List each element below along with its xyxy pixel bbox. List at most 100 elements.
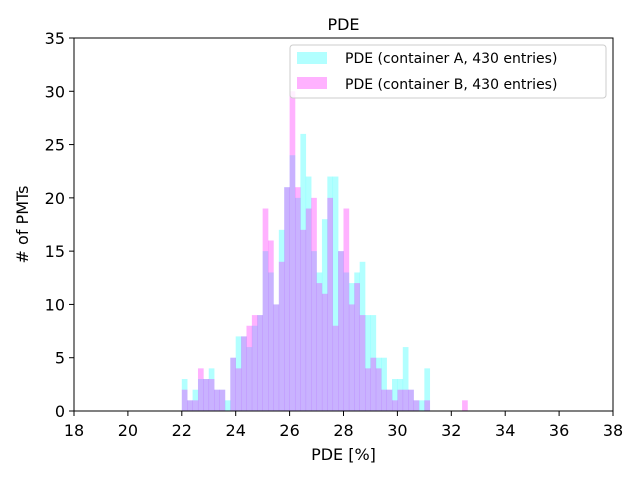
histogram-bar-container-b — [192, 400, 199, 411]
histogram-bar-container-b — [289, 91, 296, 411]
histogram-bar-container-b — [268, 240, 274, 411]
histogram-bar-container-b — [332, 325, 339, 411]
histogram-bar-container-b — [381, 389, 387, 411]
histogram-bar-container-b — [392, 400, 398, 411]
histogram-bar-container-a — [386, 389, 393, 411]
histogram-bar-container-b — [311, 197, 317, 411]
x-tick-label: 20 — [118, 421, 138, 440]
histogram-bar-container-a — [241, 336, 247, 411]
histogram-bar-container-b — [413, 400, 420, 411]
x-tick-label: 24 — [226, 421, 246, 440]
y-tick-label: 0 — [55, 402, 65, 421]
histogram-bar-container-b — [316, 283, 323, 411]
x-tick-label: 26 — [279, 421, 299, 440]
x-axis-label: PDE [%] — [311, 445, 376, 464]
histogram-bar-container-a — [278, 229, 285, 411]
histogram-bar-container-b — [321, 293, 328, 411]
legend-label-container-a: PDE (container A, 430 entries) — [345, 51, 557, 67]
legend-swatch-container-b — [297, 77, 327, 89]
histogram-bar-container-b — [197, 368, 204, 411]
histogram-bar-container-a — [305, 176, 312, 411]
chart-title: PDE — [327, 15, 359, 34]
histogram-bar-container-b — [203, 379, 210, 411]
histogram-bar-container-a — [294, 197, 301, 411]
legend: PDE (container A, 430 entries) PDE (cont… — [289, 44, 607, 99]
y-tick-label: 10 — [45, 295, 65, 314]
histogram-bar-container-a — [418, 400, 425, 411]
histogram-bar-container-b — [343, 208, 350, 411]
histogram-bar-container-b — [284, 187, 290, 411]
x-tick-label: 34 — [495, 421, 515, 440]
x-tick-label: 22 — [172, 421, 192, 440]
histogram-bar-container-b — [241, 336, 247, 411]
histogram-bar-container-a — [397, 379, 404, 411]
histogram-bar-container-a — [413, 400, 420, 411]
histogram-bar-container-a — [197, 379, 204, 411]
x-tick-label: 36 — [549, 421, 569, 440]
x-tick-label: 28 — [333, 421, 353, 440]
histogram-bar-container-b — [262, 208, 269, 411]
legend-box — [289, 44, 607, 99]
histogram-bar-container-a — [348, 283, 355, 411]
histogram-bar-container-b — [230, 357, 236, 411]
histogram-bar-container-a — [359, 261, 366, 411]
histogram-bar-container-b — [462, 400, 468, 411]
histogram-bar-container-b — [214, 389, 220, 411]
histogram-bar-container-b — [257, 315, 263, 411]
histogram-bar-container-b — [424, 400, 431, 411]
histogram-bar-container-a — [181, 379, 188, 411]
bars-layer — [181, 91, 468, 411]
histogram-bar-container-b — [251, 315, 258, 411]
histogram-bar-container-a — [224, 400, 231, 411]
x-tick-label: 32 — [441, 421, 461, 440]
histogram-bar-container-b — [273, 304, 280, 411]
y-tick-label: 15 — [45, 242, 65, 261]
histogram-bar-container-a — [235, 336, 242, 411]
y-tick-label: 35 — [45, 29, 65, 48]
histogram-bar-container-b — [359, 315, 366, 411]
y-tick-label: 5 — [55, 349, 65, 368]
histogram-bar-container-b — [208, 379, 215, 411]
histogram-bar-container-a — [257, 315, 263, 411]
histogram-bar-container-b — [294, 187, 301, 411]
histogram-bar-container-b — [365, 368, 371, 411]
histogram-bar-container-b — [402, 389, 409, 411]
histogram-bar-container-a — [381, 357, 387, 411]
y-tick-label: 20 — [45, 189, 65, 208]
histogram-bar-container-a — [370, 315, 377, 411]
histogram-bar-container-a — [327, 176, 334, 411]
histogram-bar-container-a — [187, 400, 193, 411]
histogram-bar-container-b — [386, 389, 393, 411]
histogram-bar-container-a — [375, 357, 382, 411]
histogram-bar-container-a — [219, 389, 226, 411]
histogram-bar-container-a — [289, 155, 296, 411]
histogram-bar-container-a — [273, 304, 280, 411]
histogram-bar-container-a — [321, 219, 328, 411]
histogram-bar-container-a — [402, 347, 409, 411]
histogram-bar-container-b — [181, 389, 188, 411]
histogram-bar-container-b — [348, 304, 355, 411]
histogram-bar-container-b — [327, 197, 334, 411]
histogram-bar-container-a — [343, 272, 350, 411]
y-tick-label: 25 — [45, 136, 65, 155]
histogram-bar-container-b — [219, 389, 226, 411]
histogram-bar-container-a — [365, 315, 371, 411]
histogram-bar-container-a — [300, 133, 307, 411]
histogram-bar-container-a — [316, 272, 323, 411]
histogram-bar-container-b — [278, 261, 285, 411]
x-tick-label: 30 — [387, 421, 407, 440]
histogram-bar-container-a — [332, 176, 339, 411]
histogram-bar-container-b — [305, 208, 312, 411]
histogram-bar-container-b — [408, 389, 414, 411]
histogram-bar-container-a — [262, 251, 269, 411]
histogram-bar-container-a — [203, 379, 210, 411]
histogram-bar-container-a — [392, 379, 398, 411]
histogram-bar-container-b — [338, 251, 344, 411]
y-axis: 0 5 10 15 20 25 30 35 — [45, 29, 74, 421]
histogram-bar-container-b — [235, 368, 242, 411]
histogram-bar-container-a — [268, 272, 274, 411]
histogram-bar-container-a — [408, 389, 414, 411]
y-axis-label: # of PMTs — [13, 186, 32, 264]
histogram-bar-container-a — [311, 251, 317, 411]
